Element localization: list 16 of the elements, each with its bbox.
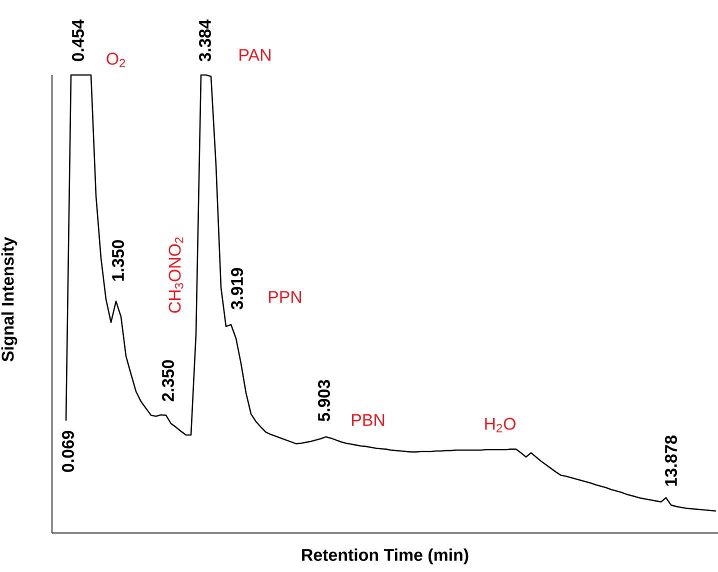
annotation: 0.069 [62, 430, 74, 472]
x-axis-title: Retention Time (min) [302, 548, 468, 564]
annotation: 5.903 [318, 380, 330, 422]
annotation: 3.919 [231, 268, 244, 310]
annotation: 1.350 [112, 240, 124, 281]
annotation: H$_{2}$O [485, 418, 516, 432]
text: PAN [240, 49, 270, 61]
annotation: 13.878 [664, 436, 677, 486]
text: O$_{2}$ [106, 52, 126, 68]
y-axis-title: Signal Intensity [1, 236, 18, 362]
annotation: PBN [352, 414, 384, 426]
annotation: PPN [268, 291, 301, 303]
annotation: 2.350 [162, 360, 174, 402]
text: 0.454 [72, 20, 84, 62]
annotation: CH$_{3}$ONO$_{2}$ [168, 237, 184, 313]
text: 3.384 [198, 20, 211, 62]
